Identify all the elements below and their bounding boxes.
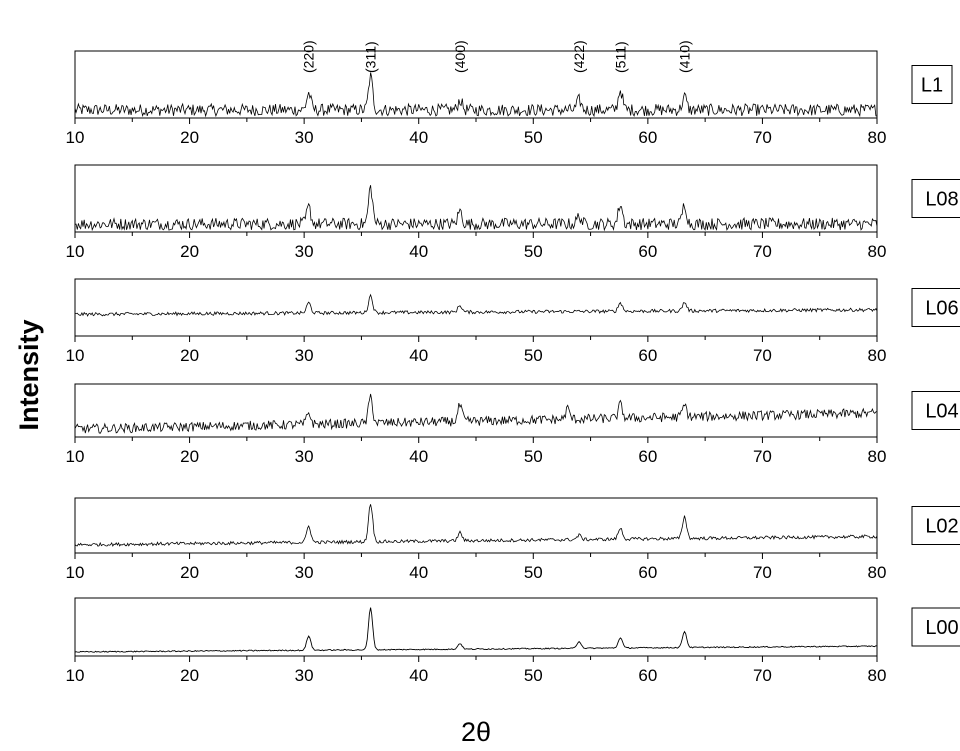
series-line-L04	[74, 393, 878, 434]
x-tick-label: 30	[295, 666, 314, 685]
x-tick-label: 20	[180, 447, 199, 466]
x-tick-label: 20	[180, 563, 199, 582]
x-tick-label: 60	[638, 128, 657, 147]
y-axis-title: Intensity	[14, 319, 44, 430]
x-tick-label: 10	[66, 447, 85, 466]
x-tick-label: 60	[638, 242, 657, 261]
panels-group: 10 20 30 40 50 60 70 80 L1 10 20 30 40 50 60 70 80 L08 10 2…	[66, 50, 960, 685]
x-tick-label: 30	[295, 242, 314, 261]
sample-label-box	[911, 607, 960, 647]
x-tick-label: 50	[524, 242, 543, 261]
peak-label: (400)	[452, 40, 468, 73]
x-tick-label: 40	[409, 563, 428, 582]
x-tick-label: 30	[295, 346, 314, 365]
sample-label-L08: L08	[925, 189, 958, 211]
x-tick-label: 40	[409, 128, 428, 147]
x-tick-label: 50	[524, 447, 543, 466]
series-line-L1	[74, 72, 878, 118]
peak-label: (410)	[677, 40, 693, 73]
sample-label-L00: L00	[925, 617, 958, 639]
x-tick-label: 20	[180, 666, 199, 685]
x-tick-label: 10	[66, 563, 85, 582]
x-tick-label: 60	[638, 666, 657, 685]
sample-label-L04: L04	[925, 401, 958, 423]
series-line-L06	[74, 293, 878, 317]
panel-L08: 10 20 30 40 50 60 70 80 L08	[66, 164, 960, 261]
x-tick-label: 50	[524, 128, 543, 147]
sample-label-box	[911, 391, 960, 430]
x-tick-label: 20	[180, 346, 199, 365]
x-tick-label: 70	[753, 242, 772, 261]
x-tick-label: 60	[638, 563, 657, 582]
x-tick-label: 40	[409, 447, 428, 466]
sample-label-box	[911, 288, 960, 327]
sample-label-L06: L06	[925, 298, 958, 320]
x-tick-label: 10	[66, 346, 85, 365]
sample-label-box	[911, 506, 960, 545]
x-tick-label: 70	[753, 666, 772, 685]
x-tick-label: 30	[295, 447, 314, 466]
x-tick-label: 70	[753, 346, 772, 365]
panel-L04: 10 20 30 40 50 60 70 80 L04	[66, 383, 960, 466]
panel-L1: 10 20 30 40 50 60 70 80 L1	[66, 50, 953, 147]
sample-label-L02: L02	[925, 516, 958, 538]
x-tick-label: 80	[868, 346, 887, 365]
x-tick-label: 40	[409, 346, 428, 365]
sample-label-L1: L1	[921, 75, 943, 97]
peak-labels-group: (220) (311) (400) (422) (511) (410)	[301, 40, 693, 73]
panel-frame	[74, 497, 878, 554]
x-tick-label: 30	[295, 128, 314, 147]
panel-L02: 10 20 30 40 50 60 70 80 L02	[66, 497, 960, 582]
x-tick-label: 60	[638, 447, 657, 466]
x-tick-label: 50	[524, 563, 543, 582]
x-tick-label: 80	[868, 666, 887, 685]
series-line-L08	[74, 185, 878, 232]
x-tick-label: 70	[753, 447, 772, 466]
peak-label: (220)	[301, 40, 317, 73]
x-tick-label: 10	[66, 242, 85, 261]
x-tick-label: 20	[180, 242, 199, 261]
x-tick-label: 10	[66, 666, 85, 685]
x-tick-label: 20	[180, 128, 199, 147]
x-axis-title: 2θ	[461, 717, 491, 747]
peak-label: (511)	[612, 41, 628, 73]
series-line-L00	[74, 607, 878, 653]
x-tick-label: 30	[295, 563, 314, 582]
x-tick-label: 80	[868, 128, 887, 147]
panel-frame	[74, 383, 878, 438]
x-tick-label: 40	[409, 666, 428, 685]
x-tick-label: 10	[66, 128, 85, 147]
x-tick-label: 70	[753, 128, 772, 147]
panel-L00: 10 20 30 40 50 60 70 80 L00	[66, 597, 960, 685]
peak-label: (422)	[571, 40, 587, 73]
peak-label: (311)	[363, 41, 379, 73]
panel-L06: 10 20 30 40 50 60 70 80 L06	[66, 278, 960, 365]
panel-frame	[74, 278, 878, 337]
series-line-L02	[74, 504, 878, 547]
x-tick-label: 70	[753, 563, 772, 582]
x-tick-label: 50	[524, 346, 543, 365]
x-tick-label: 60	[638, 346, 657, 365]
panel-frame	[74, 164, 878, 233]
x-tick-label: 80	[868, 563, 887, 582]
x-tick-label: 50	[524, 666, 543, 685]
sample-label-box	[911, 179, 960, 218]
x-tick-label: 80	[868, 242, 887, 261]
sample-label-box	[911, 65, 953, 104]
x-tick-label: 40	[409, 242, 428, 261]
x-tick-label: 80	[868, 447, 887, 466]
